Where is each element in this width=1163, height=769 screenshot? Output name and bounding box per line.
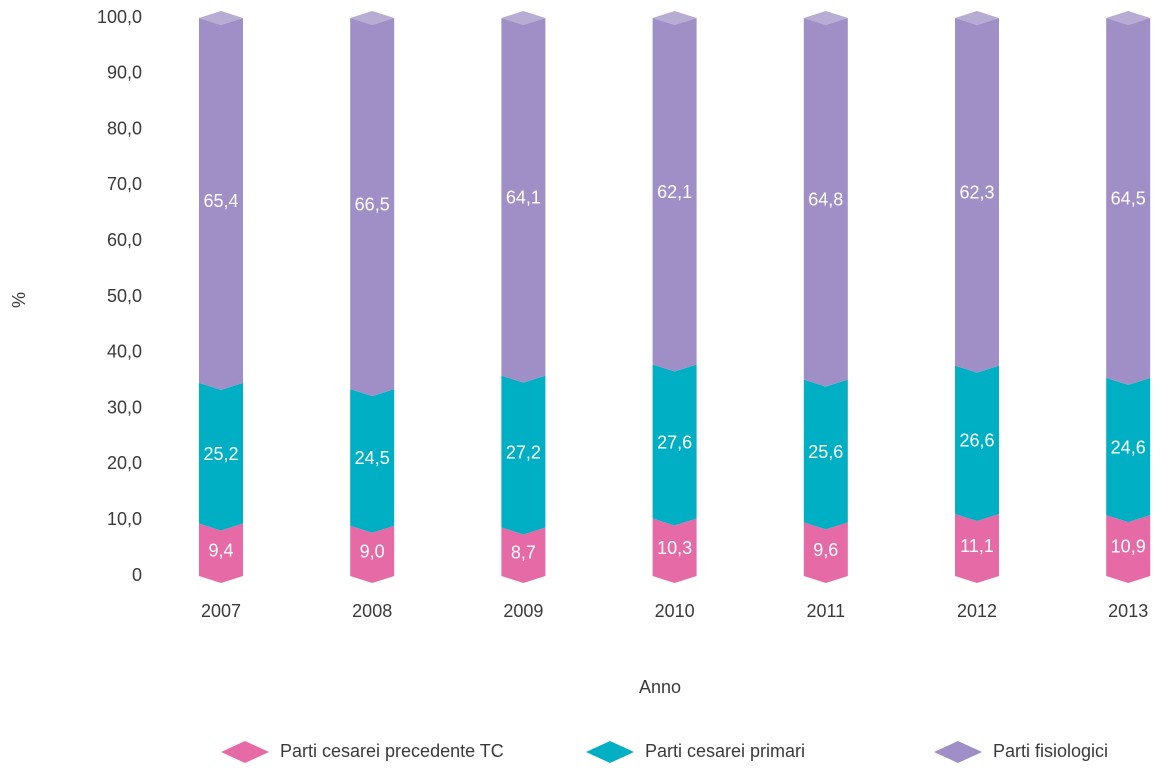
value-label: 62,3 <box>959 183 994 203</box>
bar-segment <box>1106 515 1151 583</box>
value-label: 64,8 <box>808 190 843 210</box>
bar-segment <box>501 375 546 535</box>
x-axis-title: Anno <box>639 677 681 697</box>
y-axis-title: % <box>9 292 29 308</box>
legend-label: Parti cesarei precedente TC <box>280 741 504 761</box>
value-label: 11,1 <box>960 536 994 556</box>
bar-top <box>1106 11 1151 25</box>
value-label: 62,1 <box>657 182 692 202</box>
y-tick-label: 20,0 <box>107 453 142 473</box>
bar-segment <box>1106 377 1151 523</box>
x-tick-label: 2013 <box>1108 601 1148 621</box>
x-tick-label: 2010 <box>655 601 695 621</box>
bar-segment <box>350 525 395 583</box>
value-label: 24,5 <box>355 448 390 468</box>
bar-segment <box>803 522 848 583</box>
bar-segment <box>955 18 999 373</box>
legend-label: Parti cesarei primari <box>645 741 805 761</box>
value-label: 9,4 <box>208 541 233 561</box>
bar-top <box>350 11 395 25</box>
legend-swatch <box>221 741 269 763</box>
bar-top <box>803 11 848 25</box>
bar-segment <box>652 18 697 372</box>
value-label: 10,9 <box>1111 536 1146 556</box>
x-tick-label: 2008 <box>352 601 392 621</box>
bar-segment <box>501 527 546 583</box>
x-tick-label: 2009 <box>503 601 543 621</box>
value-label: 64,1 <box>506 188 541 208</box>
value-label: 8,7 <box>511 542 536 562</box>
bar-top <box>955 11 999 25</box>
value-label: 24,6 <box>1111 437 1146 457</box>
bar-segment <box>1106 18 1151 385</box>
value-label: 27,6 <box>657 432 692 452</box>
bar-segment <box>652 518 697 583</box>
bar-top <box>501 11 546 25</box>
value-label: 25,6 <box>808 442 843 462</box>
value-label: 27,2 <box>506 442 541 462</box>
bar-top <box>199 11 243 25</box>
value-label: 9,0 <box>360 542 385 562</box>
value-label: 9,6 <box>813 540 838 560</box>
bar-segment <box>652 364 697 526</box>
x-tick-label: 2007 <box>201 601 241 621</box>
y-tick-label: 0 <box>132 565 142 585</box>
y-tick-label: 90,0 <box>107 63 142 83</box>
bar-segment <box>955 365 999 522</box>
value-label: 26,6 <box>959 431 994 451</box>
value-label: 10,3 <box>657 538 692 558</box>
value-label: 65,4 <box>203 191 238 211</box>
value-label: 66,5 <box>355 194 390 214</box>
value-label: 64,5 <box>1111 189 1146 209</box>
bar-segment <box>803 18 848 387</box>
bar-segment <box>199 18 243 390</box>
y-tick-label: 40,0 <box>107 342 142 362</box>
bar-segment <box>350 18 395 397</box>
y-tick-label: 100,0 <box>97 7 142 27</box>
y-tick-label: 70,0 <box>107 174 142 194</box>
x-tick-label: 2012 <box>957 601 997 621</box>
bar-segment <box>955 514 999 583</box>
legend-label: Parti fisiologici <box>993 741 1108 761</box>
y-tick-label: 10,0 <box>107 509 142 529</box>
bar-segment <box>803 379 848 530</box>
bar-top <box>652 11 697 25</box>
bar-segment <box>350 389 395 533</box>
bar-segment <box>501 18 546 383</box>
x-tick-label: 2011 <box>806 601 845 621</box>
y-tick-label: 80,0 <box>107 118 142 138</box>
legend-swatch <box>934 741 982 763</box>
bar-segment <box>199 382 243 531</box>
y-tick-label: 50,0 <box>107 286 142 306</box>
legend-swatch <box>586 741 634 763</box>
value-label: 25,2 <box>203 444 238 464</box>
y-tick-label: 30,0 <box>107 397 142 417</box>
bar-segment <box>199 523 243 583</box>
y-tick-label: 60,0 <box>107 230 142 250</box>
